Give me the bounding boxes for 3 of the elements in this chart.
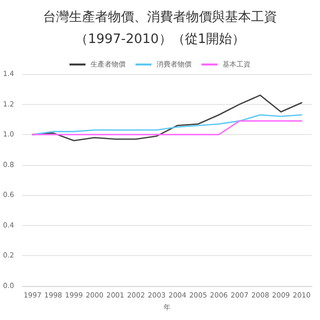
chart-title: 台灣生產者物價、消費者物價與基本工資 <box>43 10 277 25</box>
chart-subtitle: （1997-2010）（從1開始） <box>74 32 246 47</box>
line-series <box>32 114 302 136</box>
